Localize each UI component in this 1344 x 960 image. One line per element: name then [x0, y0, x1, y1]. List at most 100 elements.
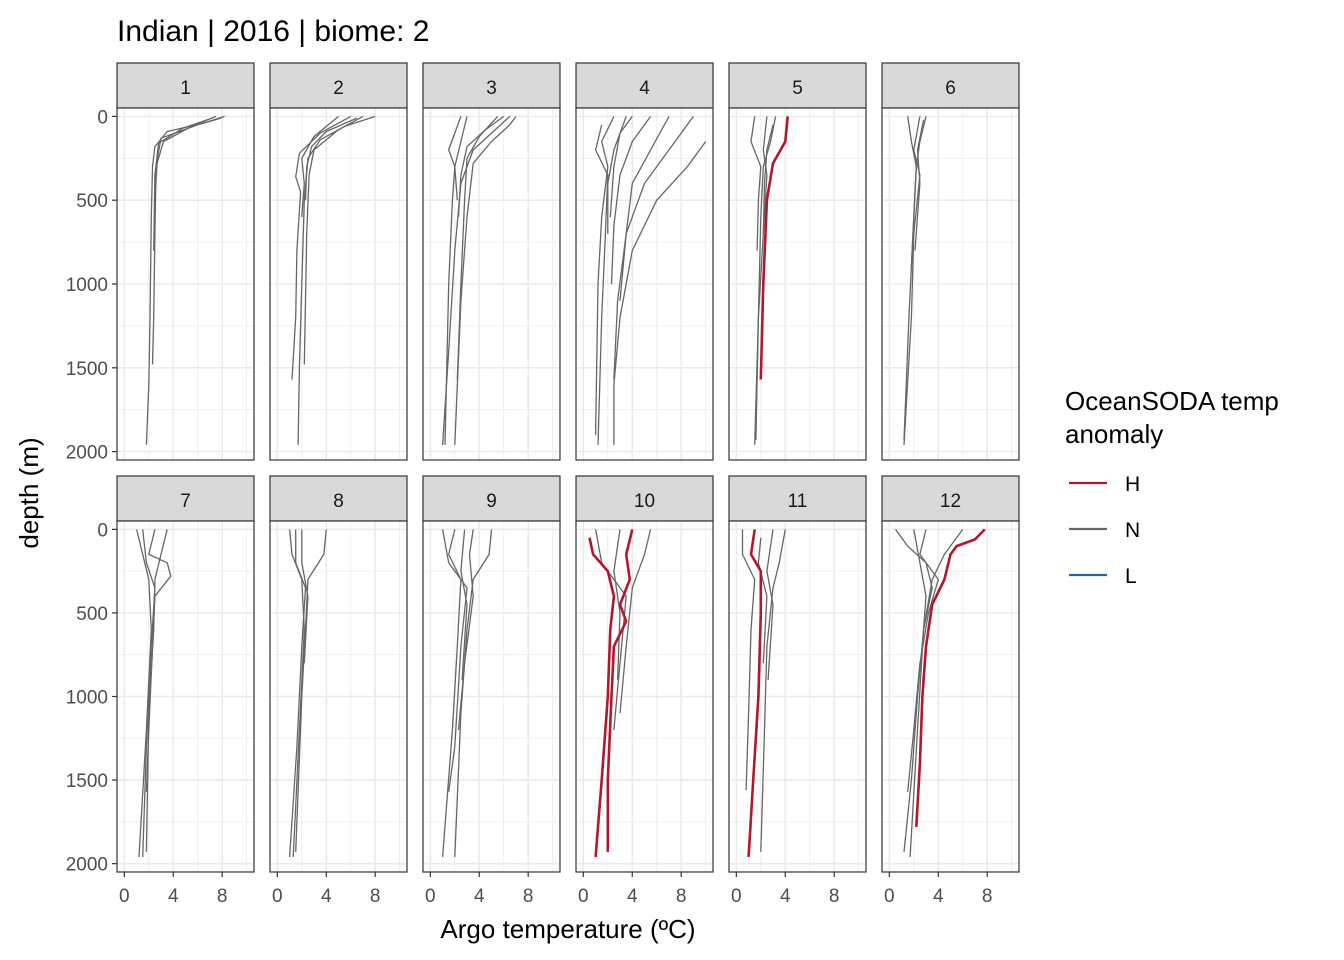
profile-line-N [594, 116, 615, 435]
x-tick-label: 4 [627, 886, 638, 907]
facet-strip-label: 5 [792, 78, 803, 99]
x-tick-label: 8 [982, 886, 993, 907]
panel-border [269, 107, 408, 461]
facet-strip [575, 62, 714, 109]
profile-line-H [606, 529, 634, 852]
legend-label-L: L [1125, 565, 1137, 588]
profile-line-H [588, 537, 616, 858]
x-tick-label: 4 [780, 886, 791, 907]
panel-border [575, 107, 714, 461]
profile-line-N [441, 529, 462, 858]
facet-strip-label: 9 [486, 491, 497, 512]
profile-line-N [760, 529, 786, 852]
facet-strip [116, 475, 255, 522]
y-tick-label: 0 [97, 107, 108, 128]
facet-strip [269, 62, 408, 109]
facet-strip [269, 475, 408, 522]
facet-strip [728, 62, 867, 109]
profile-line-H [759, 116, 789, 380]
profile-line-N [288, 529, 307, 858]
x-tick-label: 8 [829, 886, 840, 907]
facet-strip-label: 4 [639, 78, 650, 99]
facet-panel-2: 2 [269, 62, 408, 461]
facet-panel-12: 12 0 4 8 [881, 475, 1020, 907]
y-tick-label: 1000 [66, 688, 108, 709]
facet-strip [575, 475, 714, 522]
panel-border [269, 520, 408, 873]
facet-strip [881, 475, 1020, 522]
x-tick-label: 0 [272, 886, 283, 907]
profile-line-H [747, 529, 763, 858]
panel-border [728, 520, 867, 873]
profile-line-N [454, 529, 493, 858]
profile-line-N [145, 529, 172, 792]
y-tick-label: 2000 [66, 855, 108, 876]
facet-strip [422, 62, 561, 109]
x-tick-label: 0 [119, 886, 130, 907]
profile-line-N [766, 529, 774, 680]
facet-strip-label: 1 [180, 78, 191, 99]
profile-line-H [915, 528, 986, 827]
x-tick-label: 8 [217, 886, 228, 907]
x-tick-label: 4 [474, 886, 485, 907]
profile-line-N [145, 529, 168, 852]
x-tick-label: 0 [884, 886, 895, 907]
profile-line-N [741, 529, 756, 791]
facet-panel-6: 6 [881, 62, 1020, 461]
x-axis-label: Argo temperature (ºC) [440, 914, 695, 944]
facet-strip-label: 10 [634, 491, 655, 512]
profile-line-N [594, 124, 609, 445]
x-tick-label: 4 [168, 886, 179, 907]
facet-strip-label: 2 [333, 78, 344, 99]
profile-line-N [441, 529, 468, 792]
panel-border [422, 520, 561, 873]
y-tick-label: 1500 [66, 359, 108, 380]
profile-line-N [304, 117, 358, 201]
facet-panel-10: 10 0 4 8 [575, 475, 714, 907]
facet-strip-label: 8 [333, 491, 344, 512]
facet-strip-label: 12 [940, 491, 961, 512]
y-tick-label: 1500 [66, 771, 108, 792]
x-tick-label: 4 [933, 886, 944, 907]
legend-title: anomaly [1065, 419, 1163, 449]
profile-line-N [610, 116, 652, 285]
profile-line-N [907, 529, 939, 792]
facet-panel-11: 11 0 4 8 [728, 475, 867, 907]
profile-line-N [762, 124, 774, 234]
profile-line-N [454, 116, 468, 201]
profile-line-N [301, 529, 309, 664]
panel-border [575, 520, 714, 873]
profile-line-N [303, 115, 364, 365]
y-tick-label: 500 [76, 191, 108, 212]
facet-strip [881, 62, 1020, 109]
legend-label-N: N [1125, 519, 1140, 542]
y-tick-label: 2000 [66, 443, 108, 464]
facet-panel-9: 9 0 4 8 [422, 475, 561, 907]
facet-panel-5: 5 [728, 62, 867, 461]
facet-strip [116, 62, 255, 109]
legend-title: OceanSODA temp [1065, 386, 1279, 416]
chart-title: Indian | 2016 | biome: 2 [117, 15, 429, 48]
y-tick-label: 1000 [66, 275, 108, 296]
profile-line-N [913, 529, 927, 664]
profile-line-N [301, 115, 339, 218]
facet-panel-7: 7 0 500 1000 1500 2000 0 4 8 [66, 475, 255, 907]
facet-panel-1: 1 0 500 1000 1500 2000 [66, 62, 255, 464]
x-tick-label: 0 [731, 886, 742, 907]
profile-line-N [135, 529, 152, 858]
panel-border [422, 107, 561, 461]
profile-line-N [914, 119, 925, 251]
profile-line-N [903, 116, 921, 445]
profile-line-N [907, 116, 917, 268]
profile-line-N [295, 529, 327, 852]
profile-line-N [607, 116, 627, 234]
profile-line-N [619, 529, 652, 714]
facet-strip-label: 7 [180, 491, 191, 512]
facet-strip-label: 6 [945, 78, 956, 99]
profile-line-N [909, 529, 964, 858]
profile-line-N [757, 537, 768, 664]
facet-strip [422, 475, 561, 522]
